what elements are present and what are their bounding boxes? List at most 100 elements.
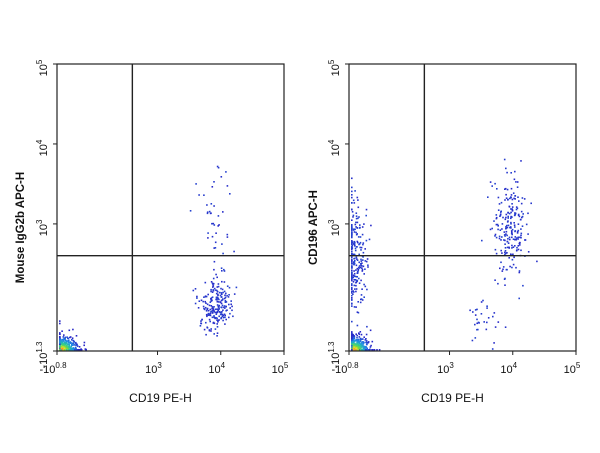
event-dot xyxy=(507,238,509,240)
event-dot xyxy=(220,296,223,298)
event-dot xyxy=(356,259,359,261)
event-dot xyxy=(366,325,368,328)
event-dot xyxy=(351,244,354,247)
y-tick-label: 104 xyxy=(327,139,342,156)
event-dot xyxy=(511,208,513,210)
event-dot xyxy=(212,321,215,324)
event-dot xyxy=(362,243,364,246)
y-tick-exponent: 4 xyxy=(327,139,336,144)
event-dot xyxy=(511,206,514,208)
event-dot xyxy=(477,328,479,331)
event-dot xyxy=(221,304,224,307)
event-dot xyxy=(228,316,230,319)
event-dot xyxy=(518,271,521,274)
event-dot xyxy=(502,216,504,219)
event-dot xyxy=(504,187,507,190)
event-dot xyxy=(353,260,356,263)
event-dot xyxy=(76,343,78,346)
y-tick-label: -101.3 xyxy=(327,341,342,369)
event-dot xyxy=(351,186,353,189)
event-dot xyxy=(352,337,355,339)
event-dot xyxy=(215,232,217,234)
event-dot xyxy=(353,231,356,233)
event-dot xyxy=(515,181,517,183)
event-dot xyxy=(227,296,230,298)
x-tick-label: 103 xyxy=(437,361,454,376)
event-dot xyxy=(483,321,485,323)
event-dot xyxy=(198,300,201,302)
x-tick-label: 105 xyxy=(564,361,581,376)
event-dot xyxy=(363,273,365,275)
event-dot xyxy=(218,315,220,318)
event-dot xyxy=(216,308,218,310)
event-dot xyxy=(354,340,356,342)
event-dot xyxy=(352,334,354,336)
event-dot xyxy=(359,345,362,347)
event-dot xyxy=(357,340,360,342)
event-dot xyxy=(75,348,77,350)
event-dot xyxy=(353,346,356,349)
event-dot xyxy=(229,307,231,309)
event-dot xyxy=(506,246,509,249)
event-dot xyxy=(351,331,353,333)
event-dot xyxy=(510,187,513,190)
event-dot xyxy=(228,294,230,296)
event-dot xyxy=(356,279,359,282)
event-dot xyxy=(351,337,353,340)
event-dot xyxy=(351,247,353,250)
event-dot xyxy=(199,325,202,327)
event-dot xyxy=(351,284,353,287)
event-dot xyxy=(520,210,523,213)
event-dot xyxy=(353,344,355,346)
event-dot xyxy=(493,342,495,344)
event-dot xyxy=(210,300,212,302)
event-dot xyxy=(214,317,216,320)
event-dot xyxy=(352,199,355,202)
event-dot xyxy=(195,183,197,185)
event-dot xyxy=(351,292,353,294)
event-dot xyxy=(208,329,211,331)
event-dot xyxy=(204,300,206,303)
event-dot xyxy=(220,292,223,294)
event-dot xyxy=(505,227,507,230)
event-dot xyxy=(511,232,513,235)
event-dot xyxy=(212,286,214,288)
y-tick-exponent: 3 xyxy=(327,219,336,224)
event-dot xyxy=(506,171,508,174)
event-dot xyxy=(353,272,356,275)
event-dot xyxy=(362,338,364,340)
event-dot xyxy=(500,201,503,204)
event-dot xyxy=(217,294,219,297)
event-dot xyxy=(356,342,358,345)
event-dot xyxy=(219,294,222,297)
event-dot xyxy=(62,346,64,348)
event-dot xyxy=(365,214,367,217)
event-dot xyxy=(192,289,195,292)
event-dot xyxy=(211,296,214,298)
event-dot xyxy=(355,288,358,290)
event-dot xyxy=(65,347,67,350)
event-dot xyxy=(223,281,226,283)
event-dot xyxy=(370,344,372,347)
event-dot xyxy=(59,349,61,351)
event-dot xyxy=(351,339,353,341)
event-dot xyxy=(355,284,357,287)
event-dot xyxy=(75,344,77,347)
event-dot xyxy=(357,199,359,201)
event-dot xyxy=(213,268,215,271)
event-dot xyxy=(233,293,236,295)
event-dot xyxy=(213,205,215,207)
event-dot xyxy=(222,298,224,300)
event-dot xyxy=(59,336,61,339)
event-dot xyxy=(70,349,72,351)
event-dot xyxy=(354,247,357,250)
event-dot xyxy=(197,307,200,309)
event-dot xyxy=(360,298,363,300)
event-dot xyxy=(357,311,360,314)
event-dot xyxy=(215,292,218,295)
event-dot xyxy=(353,253,356,256)
event-dot xyxy=(355,281,358,284)
event-dot xyxy=(363,296,365,298)
event-dot xyxy=(214,311,216,314)
